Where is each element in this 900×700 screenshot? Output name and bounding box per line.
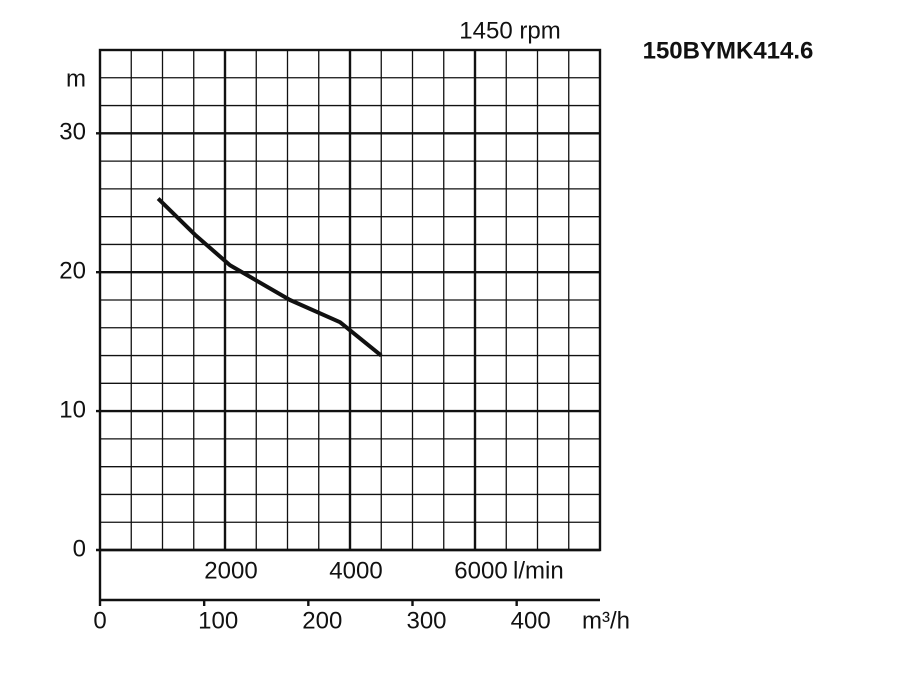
y-tick-label: 0	[73, 535, 86, 562]
x-axis-label: l/min	[513, 557, 564, 584]
x-tick-label: 2000	[204, 557, 257, 584]
x-tick-label: 6000	[454, 557, 507, 584]
y-tick-label: 30	[59, 119, 86, 146]
x2-tick-label: 200	[302, 607, 342, 634]
chart-title: 150BYMK414.6	[643, 37, 814, 64]
x2-tick-label: 0	[93, 607, 106, 634]
x2-tick-label: 300	[406, 607, 446, 634]
y-axis-label: m	[66, 65, 86, 92]
pump-curve	[156, 197, 383, 358]
x2-axis-label: m³/h	[582, 607, 630, 634]
x2-tick-label: 400	[511, 607, 551, 634]
y-tick-label: 20	[59, 258, 86, 285]
y-tick-label: 10	[59, 396, 86, 423]
x2-tick-label: 100	[198, 607, 238, 634]
chart-subtitle: 1450 rpm	[459, 17, 560, 44]
x-tick-label: 4000	[329, 557, 382, 584]
